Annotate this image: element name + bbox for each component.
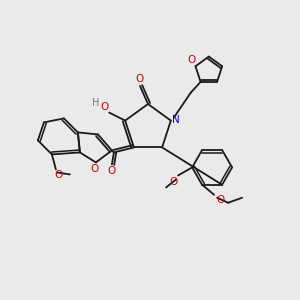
Text: O: O (100, 102, 108, 112)
Text: O: O (108, 167, 116, 176)
Text: N: N (172, 115, 180, 124)
Text: O: O (169, 177, 177, 188)
Text: O: O (91, 164, 99, 174)
Text: O: O (216, 195, 224, 205)
Text: O: O (188, 55, 196, 65)
Text: O: O (135, 74, 143, 84)
Text: O: O (55, 170, 63, 180)
Text: H: H (92, 98, 100, 108)
